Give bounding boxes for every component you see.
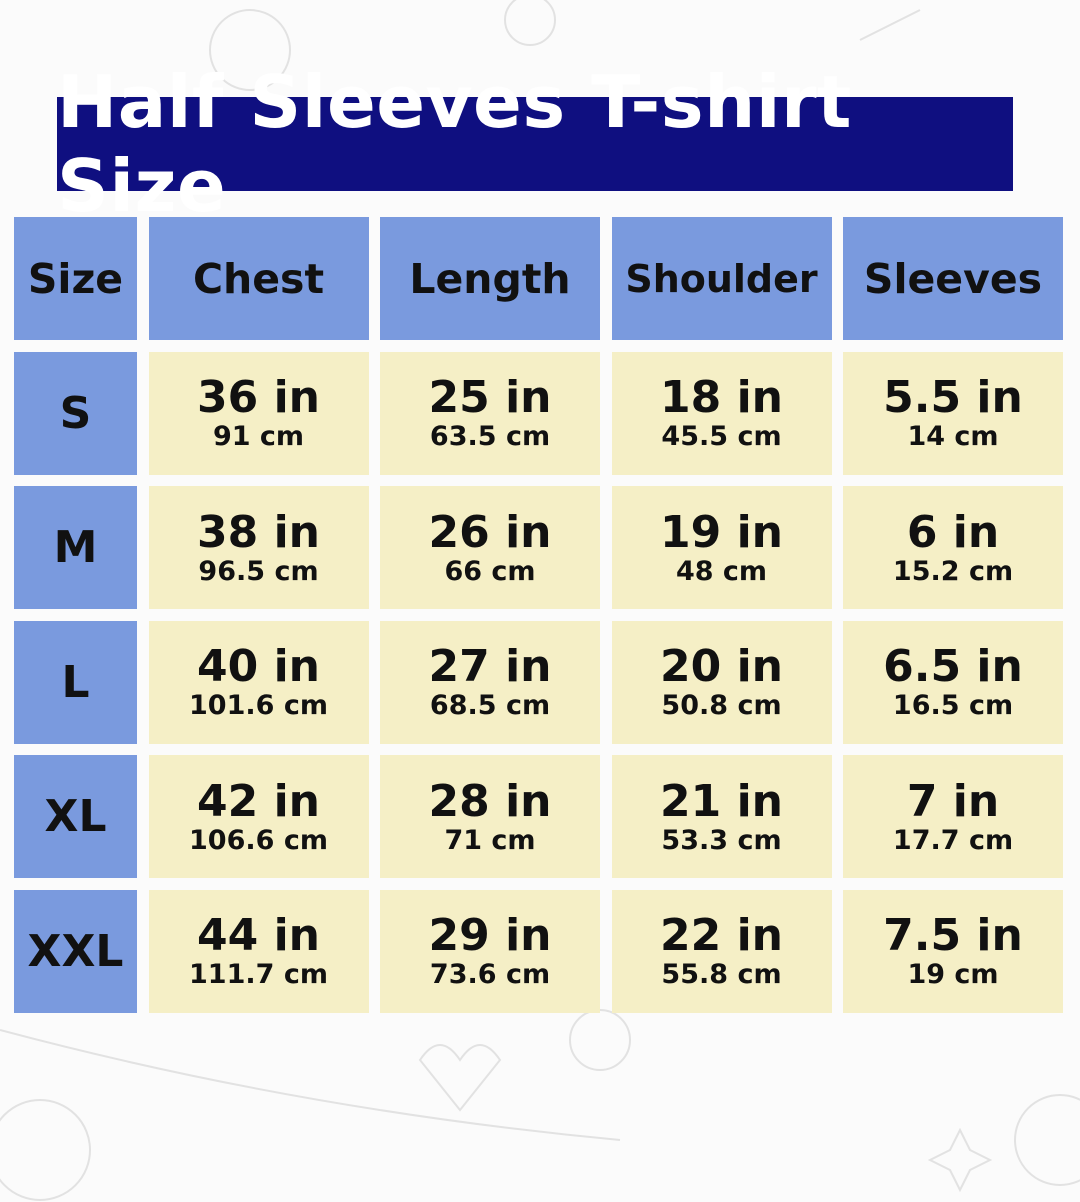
measurement-cell: 38 in 96.5 cm <box>148 486 369 609</box>
inches-value: 18 in <box>660 372 783 423</box>
cm-value: 55.8 cm <box>661 959 782 990</box>
size-label: XXL <box>14 889 137 1013</box>
cm-value: 53.3 cm <box>661 824 782 856</box>
size-label: XL <box>14 755 137 878</box>
measurement-cell: 26 in 66 cm <box>380 486 600 609</box>
measurement-cell: 44 in 111.7 cm <box>148 889 369 1013</box>
measurement-cell: 6 in 15.2 cm <box>843 486 1063 609</box>
page-title: Half Sleeves T-shirt Size <box>57 60 1013 228</box>
inches-value: 22 in <box>660 910 783 961</box>
cm-value: 45.5 cm <box>661 421 782 452</box>
cm-value: 101.6 cm <box>189 690 328 721</box>
measurement-cell: 22 in 55.8 cm <box>611 889 832 1013</box>
inches-value: 26 in <box>428 506 552 558</box>
inches-value: 42 in <box>197 775 320 827</box>
inches-value: 7.5 in <box>883 910 1023 961</box>
cm-value: 15.2 cm <box>892 555 1014 587</box>
cm-value: 71 cm <box>444 824 536 856</box>
measurement-cell: 27 in 68.5 cm <box>380 620 600 744</box>
measurement-cell: 7.5 in 19 cm <box>843 889 1063 1013</box>
measurement-cell: 42 in 106.6 cm <box>148 755 369 878</box>
size-table: Size Chest Length Shoulder Sleeves S 36 i… <box>14 217 1063 1013</box>
inches-value: 21 in <box>660 775 783 827</box>
measurement-cell: 28 in 71 cm <box>380 755 600 878</box>
measurement-cell: 36 in 91 cm <box>148 351 369 475</box>
measurement-cell: 29 in 73.6 cm <box>380 889 600 1013</box>
header-shoulder: Shoulder <box>611 217 832 340</box>
cm-value: 106.6 cm <box>189 824 328 856</box>
header-length: Length <box>380 217 600 340</box>
cm-value: 14 cm <box>907 421 999 452</box>
cm-value: 111.7 cm <box>189 959 328 990</box>
header-chest: Chest <box>148 217 369 340</box>
cm-value: 96.5 cm <box>198 555 319 587</box>
inches-value: 40 in <box>197 641 320 692</box>
inches-value: 44 in <box>197 910 320 961</box>
measurement-cell: 6.5 in 16.5 cm <box>843 620 1063 744</box>
inches-value: 20 in <box>660 641 783 692</box>
measurement-cell: 19 in 48 cm <box>611 486 832 609</box>
measurement-cell: 25 in 63.5 cm <box>380 351 600 475</box>
cm-value: 66 cm <box>444 555 536 587</box>
header-sleeves: Sleeves <box>843 217 1063 340</box>
inches-value: 29 in <box>428 910 552 961</box>
measurement-cell: 5.5 in 14 cm <box>843 351 1063 475</box>
cm-value: 73.6 cm <box>429 959 551 990</box>
cm-value: 91 cm <box>212 421 305 452</box>
measurement-cell: 7 in 17.7 cm <box>843 755 1063 878</box>
cm-value: 17.7 cm <box>892 824 1014 856</box>
inches-value: 36 in <box>197 372 320 423</box>
inches-value: 6 in <box>906 506 1000 558</box>
inches-value: 6.5 in <box>883 641 1023 692</box>
size-label: L <box>14 620 137 744</box>
inches-value: 19 in <box>660 506 783 558</box>
inches-value: 7 in <box>906 775 1000 827</box>
cm-value: 19 cm <box>907 959 999 990</box>
measurement-cell: 20 in 50.8 cm <box>611 620 832 744</box>
header-size: Size <box>14 217 137 340</box>
inches-value: 25 in <box>428 372 552 423</box>
inches-value: 27 in <box>428 641 552 692</box>
measurement-cell: 40 in 101.6 cm <box>148 620 369 744</box>
inches-value: 38 in <box>197 506 320 558</box>
size-label: M <box>14 486 137 609</box>
measurement-cell: 18 in 45.5 cm <box>611 351 832 475</box>
cm-value: 16.5 cm <box>892 690 1014 721</box>
cm-value: 63.5 cm <box>429 421 551 452</box>
cm-value: 50.8 cm <box>661 690 782 721</box>
size-label: S <box>14 351 137 475</box>
cm-value: 68.5 cm <box>429 690 551 721</box>
measurement-cell: 21 in 53.3 cm <box>611 755 832 878</box>
inches-value: 5.5 in <box>883 372 1023 423</box>
cm-value: 48 cm <box>675 555 768 587</box>
inches-value: 28 in <box>428 775 552 827</box>
